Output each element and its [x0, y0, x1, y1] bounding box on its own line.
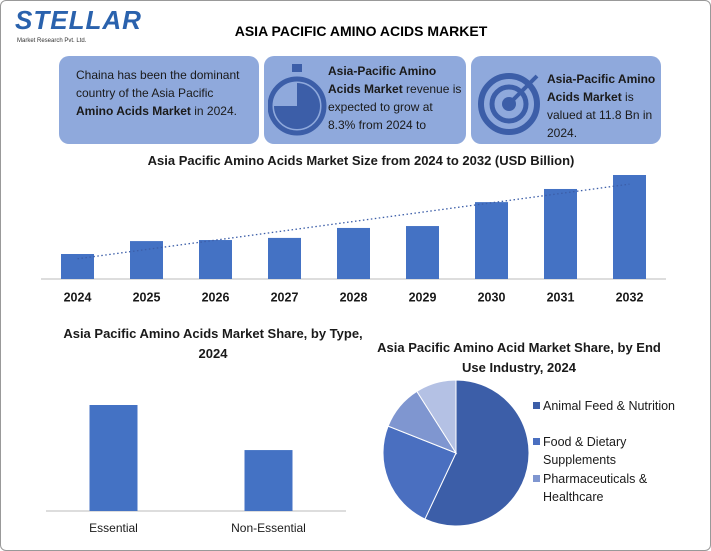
x-tick-label: 2029 [409, 290, 437, 304]
bar [337, 227, 370, 279]
highlight-text: Asia-Pacific Amino Acids Market is value… [547, 70, 657, 142]
chart-title: Asia Pacific Amino Acids Market Share, b… [63, 326, 363, 361]
x-tick-label: 2028 [340, 290, 368, 304]
x-tick-label: 2025 [133, 290, 161, 304]
legend-label: Pharmaceuticals & Healthcare [543, 472, 648, 504]
legend-swatch [533, 475, 540, 482]
highlight-part: Asia-Pacific Amino Acids Market [328, 64, 437, 96]
pie-slice [382, 425, 457, 520]
pie-slice [416, 379, 457, 455]
bar [89, 405, 138, 511]
pie-slice [424, 379, 530, 527]
highlight-box: Asia-Pacific Amino Acids Market is value… [471, 56, 661, 144]
x-tick-label: 2032 [616, 290, 644, 304]
bar [406, 226, 439, 279]
logo-subtitle: Market Research Pvt. Ltd. [17, 38, 87, 44]
bar [613, 175, 646, 279]
highlight-box: Asia-Pacific Amino Acids Market revenue … [264, 56, 466, 144]
bar [61, 254, 94, 279]
highlight-part: in 2024. [190, 104, 237, 118]
legend-label: Animal Feed & Nutrition [543, 399, 676, 413]
x-tick-label: 2030 [478, 290, 506, 304]
legend-label: Food & Dietary Supplements [543, 435, 627, 467]
chart-title: Asia Pacific Amino Acid Market Share, by… [377, 340, 661, 375]
bar [199, 240, 232, 279]
bar [268, 237, 301, 279]
highlight-part: revenue is expected to grow at 8.3% from… [328, 82, 462, 132]
x-tick-label: 2024 [64, 290, 92, 304]
bar [475, 202, 508, 279]
target-icon [478, 73, 540, 135]
highlight-part: Asia-Pacific Amino Acids Market [547, 72, 656, 104]
legend-swatch [533, 438, 540, 445]
trend-line [77, 183, 630, 260]
highlight-part: is valued at 11.8 Bn in 2024. [547, 90, 653, 140]
x-tick-label: Non-Essential [231, 521, 306, 535]
x-tick-label: 2026 [202, 290, 230, 304]
page-title: ASIA PACIFIC AMINO ACIDS MARKET [234, 23, 488, 39]
bar [244, 450, 293, 511]
bar [544, 188, 577, 279]
stopwatch-icon [268, 64, 327, 136]
logo: STELLAR [15, 5, 142, 35]
highlight-text: Chaina has been the dominant country of … [76, 66, 251, 120]
x-tick-label: Essential [89, 521, 138, 535]
highlight-box: Chaina has been the dominant country of … [59, 56, 259, 144]
x-tick-label: 2031 [547, 290, 575, 304]
highlight-part: Chaina has been the dominant country of … [76, 68, 240, 100]
highlight-part: Amino Acids Market [76, 104, 191, 118]
legend-swatch [533, 402, 540, 409]
bar [130, 241, 163, 279]
chart-title: Asia Pacific Amino Acids Market Size fro… [147, 153, 575, 168]
x-tick-label: 2027 [271, 290, 299, 304]
highlight-text: Asia-Pacific Amino Acids Market revenue … [328, 62, 463, 134]
